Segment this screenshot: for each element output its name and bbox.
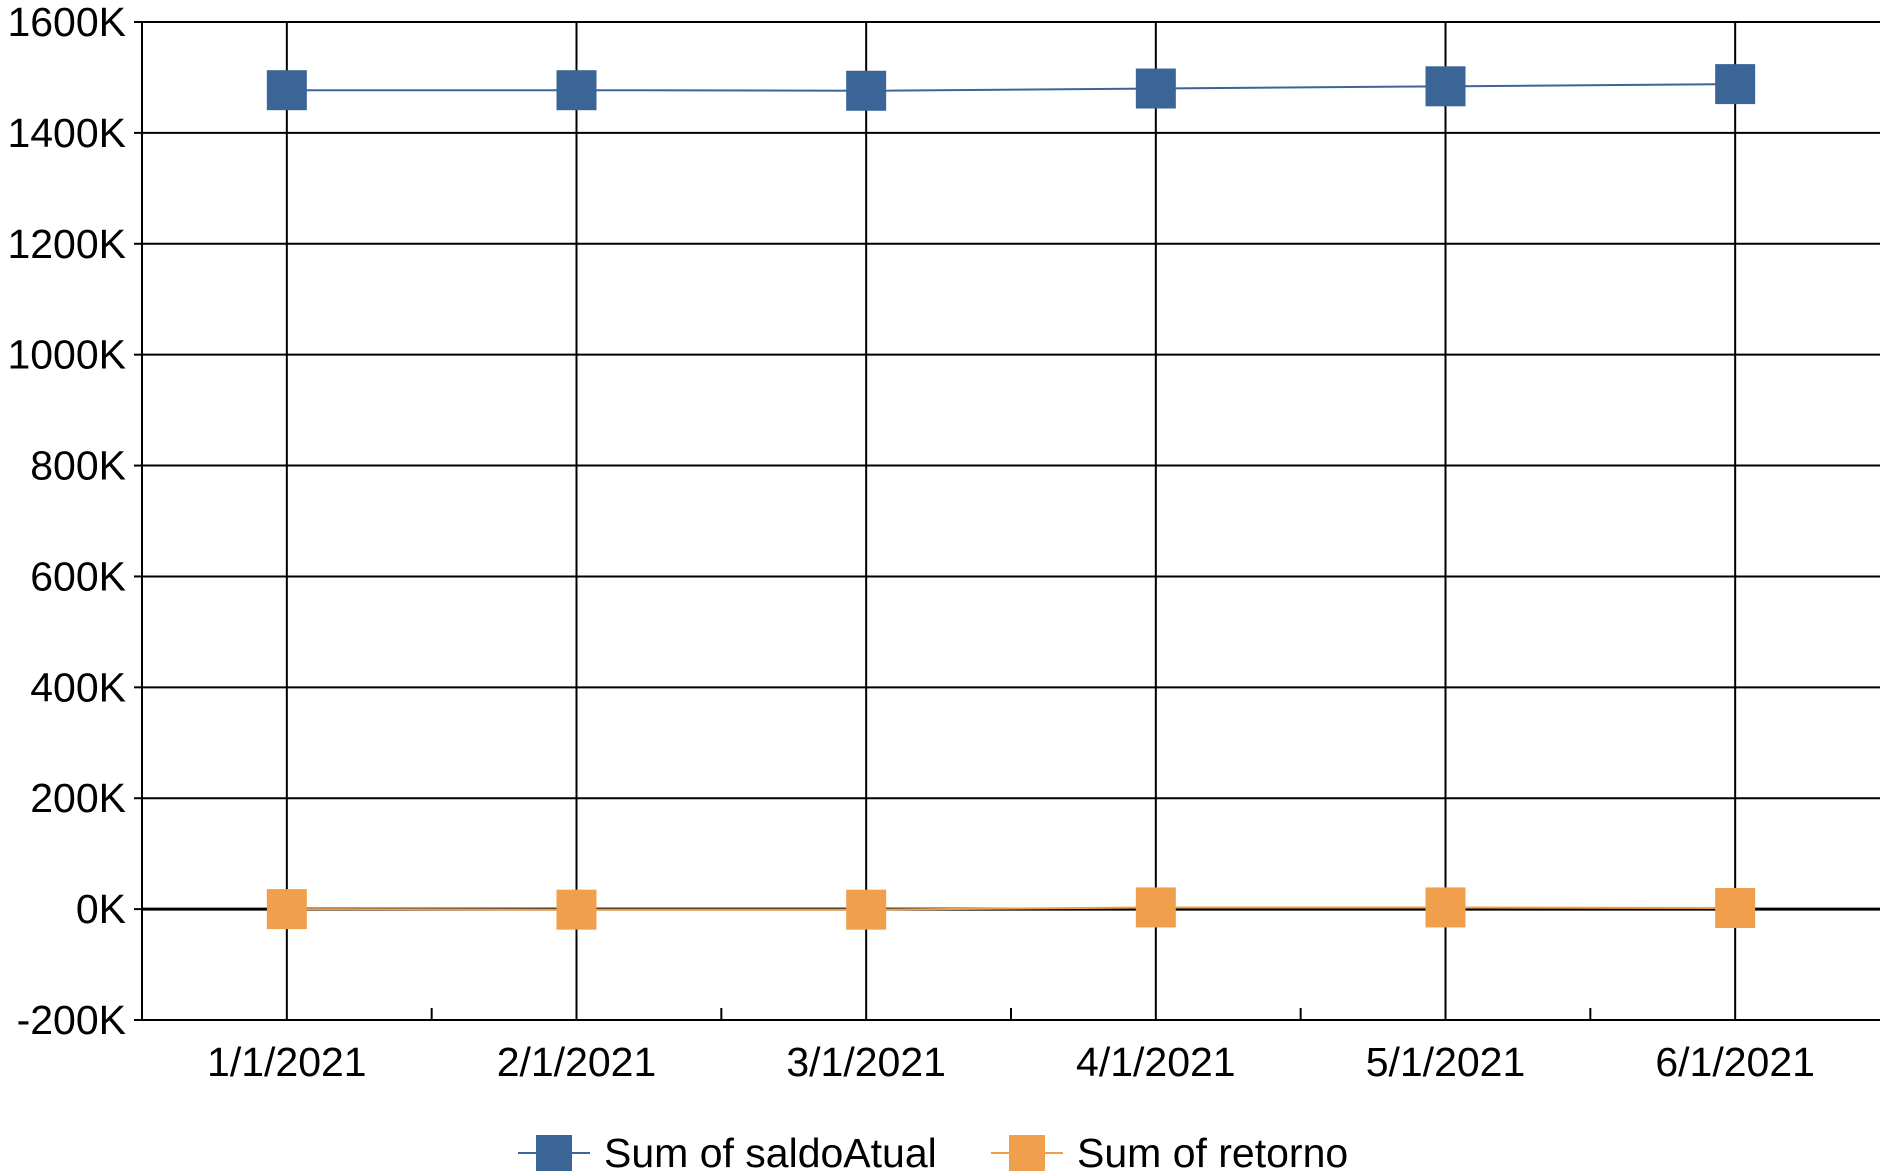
- data-point[interactable]: [1715, 64, 1756, 105]
- x-tick-label: 3/1/2021: [786, 1039, 946, 1085]
- y-tick-label: 600K: [30, 553, 126, 599]
- legend-marker: [536, 1135, 572, 1171]
- x-tick-label: 1/1/2021: [207, 1039, 367, 1085]
- y-tick-label: 400K: [30, 664, 126, 710]
- data-point[interactable]: [266, 889, 307, 930]
- data-point[interactable]: [1135, 887, 1176, 928]
- data-point[interactable]: [556, 70, 597, 111]
- data-series: [266, 64, 1756, 930]
- y-tick-label: 1400K: [7, 110, 126, 156]
- data-point[interactable]: [1715, 888, 1756, 929]
- data-point[interactable]: [1135, 68, 1176, 109]
- x-tick-label: 6/1/2021: [1655, 1039, 1815, 1085]
- legend-marker: [1009, 1135, 1045, 1171]
- legend: Sum of saldoAtual Sum of retorno: [518, 1130, 1348, 1173]
- series-line: [286, 83, 1736, 92]
- y-tick-label: 1000K: [7, 332, 126, 378]
- x-tick-label: 5/1/2021: [1366, 1039, 1526, 1085]
- y-tick-label: 1200K: [7, 221, 126, 267]
- data-point[interactable]: [1425, 66, 1466, 107]
- legend-item: Sum of retorno: [991, 1130, 1348, 1173]
- data-point[interactable]: [1425, 887, 1466, 928]
- y-tick-label: 800K: [30, 443, 126, 489]
- x-tick-label: 4/1/2021: [1076, 1039, 1236, 1085]
- data-point[interactable]: [846, 70, 887, 111]
- data-point[interactable]: [556, 889, 597, 930]
- axes: [134, 21, 1880, 1021]
- series-line: [286, 906, 1736, 911]
- y-tick-label: 1600K: [7, 0, 126, 45]
- grid-lines: [142, 21, 1880, 1021]
- legend-label: Sum of saldoAtual: [604, 1130, 937, 1173]
- series-0: [266, 64, 1756, 111]
- x-tick-label: 2/1/2021: [497, 1039, 657, 1085]
- legend-label: Sum of retorno: [1077, 1130, 1348, 1173]
- tick-labels: -200K 0K 200K 400K 600K 800K 1000K 1200K 1400K 16…: [7, 0, 1815, 1085]
- y-tick-label: 0K: [76, 886, 126, 932]
- data-point[interactable]: [266, 70, 307, 111]
- data-point[interactable]: [846, 889, 887, 930]
- y-tick-label: -200K: [17, 997, 126, 1043]
- series-1: [266, 887, 1756, 930]
- legend-item: Sum of saldoAtual: [518, 1130, 937, 1173]
- y-tick-label: 200K: [30, 775, 126, 821]
